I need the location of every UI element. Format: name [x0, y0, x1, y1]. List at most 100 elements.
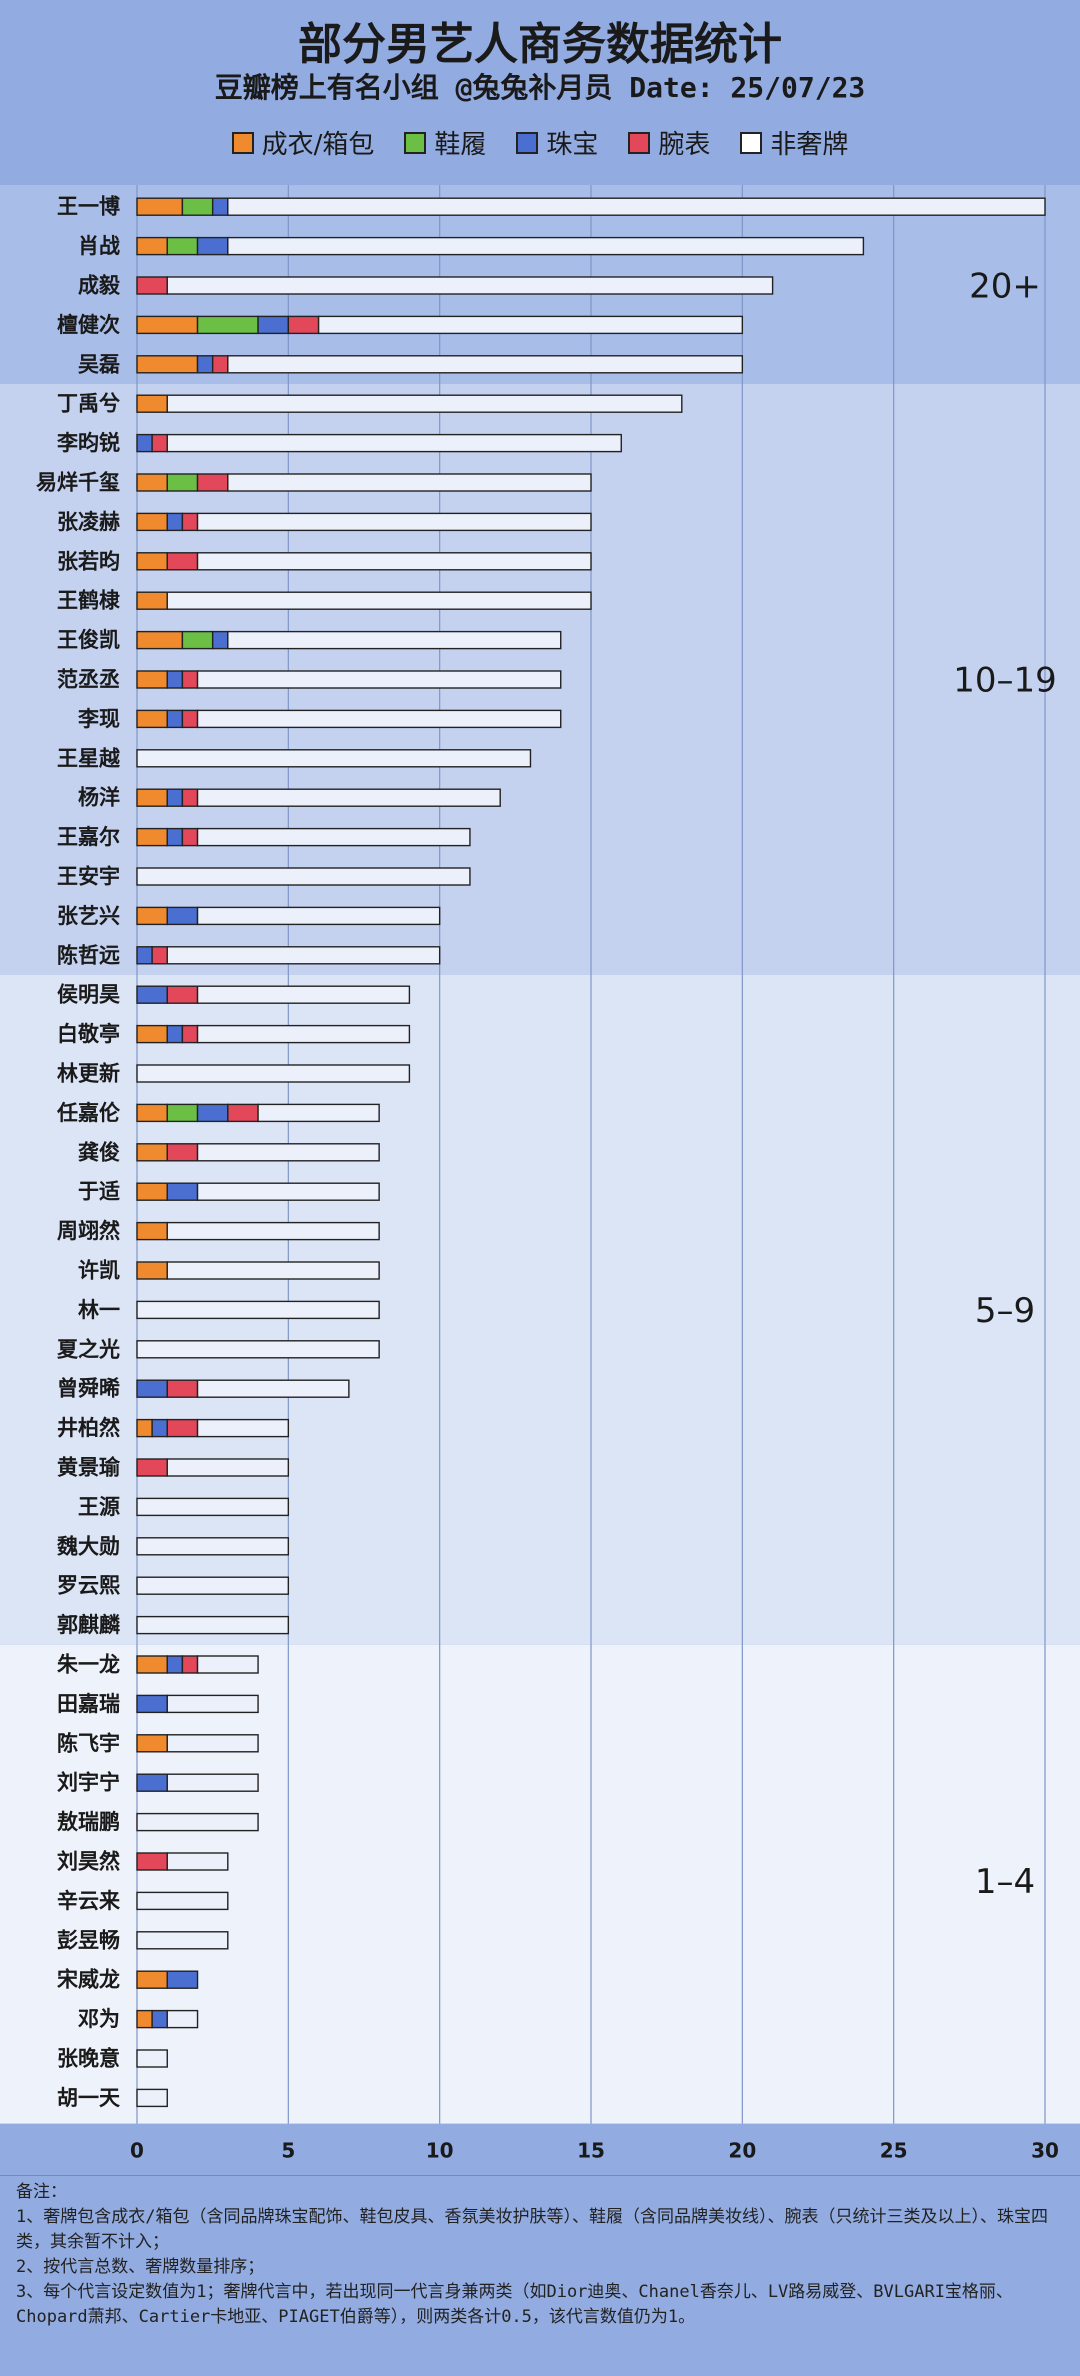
bar-24-watch — [166, 1143, 199, 1162]
group-label-3: 1–4 — [975, 1862, 1035, 1902]
chart-title: 部分男艺人商务数据统计 — [298, 19, 782, 70]
stacked-bar-chart: 王一博肖战成毅檀健次吴磊丁禹兮李昀锐易烊千玺张凌赫张若昀王鹤棣王俊凯范丞丞李现王… — [0, 185, 1080, 2176]
bar-7-shoes — [166, 473, 199, 492]
bar-38-nonluxury — [166, 1694, 259, 1714]
bar-16-clothing — [136, 827, 168, 847]
bar-41-nonluxury — [136, 1812, 259, 1832]
bar-45-jewelry — [166, 1970, 199, 1989]
bar-37-nonluxury — [196, 1655, 259, 1674]
bar-14-nonluxury — [136, 749, 532, 768]
bar-30-jewelry — [136, 1379, 168, 1398]
category-label-29: 夏之光 — [57, 1337, 120, 1361]
x-tick-label-6: 30 — [1031, 2139, 1059, 2163]
category-label-3: 檀健次 — [57, 313, 120, 337]
bar-12-watch — [181, 670, 199, 689]
bar-18-nonluxury — [196, 906, 441, 926]
bar-16-nonluxury — [196, 827, 471, 847]
bar-12-nonluxury — [196, 670, 562, 689]
legend-label-shoes: 鞋履 — [434, 130, 487, 160]
category-label-25: 于适 — [78, 1180, 120, 1204]
notes-line-3: 3、每个代言设定数值为1；奢牌代言中，若出现同一代言身兼两类（如Dior迪奥、C… — [16, 2282, 1013, 2327]
category-label-22: 林更新 — [57, 1062, 120, 1086]
legend-swatch-watch — [628, 131, 651, 154]
bar-25-clothing — [136, 1182, 168, 1201]
bar-31-nonluxury — [196, 1418, 290, 1438]
bar-30-nonluxury — [196, 1379, 350, 1398]
bar-46-nonluxury — [166, 2009, 199, 2029]
category-label-1: 肖战 — [78, 234, 120, 258]
bar-18-clothing — [136, 906, 168, 926]
x-tick-label-2: 10 — [426, 2139, 454, 2163]
bar-24-nonluxury — [196, 1143, 380, 1162]
x-tick-label-0: 0 — [130, 2139, 144, 2163]
bar-2-nonluxury — [166, 276, 774, 295]
bar-25-jewelry — [166, 1182, 199, 1201]
bar-0-nonluxury — [227, 197, 1046, 216]
bar-37-jewelry — [166, 1655, 184, 1674]
notes-heading: 备注： — [16, 2182, 67, 2202]
bar-8-nonluxury — [196, 512, 592, 532]
bar-42-nonluxury — [166, 1852, 229, 1871]
bar-7-watch — [196, 473, 229, 492]
category-label-8: 张凌赫 — [57, 510, 120, 534]
bar-3-clothing — [136, 315, 199, 335]
bar-39-clothing — [136, 1734, 168, 1753]
bar-11-nonluxury — [227, 630, 562, 650]
bar-19-jewelry — [136, 946, 153, 965]
bar-45-clothing — [136, 1970, 168, 1989]
bar-12-jewelry — [166, 670, 184, 689]
bar-8-watch — [181, 512, 199, 532]
bar-44-nonluxury — [136, 1931, 229, 1950]
legend-item-clothing: 成衣/箱包 — [231, 124, 374, 161]
category-label-44: 彭昱畅 — [57, 1928, 120, 1952]
bar-20-watch — [166, 985, 199, 1004]
bar-21-jewelry — [166, 1024, 184, 1044]
bar-3-watch — [287, 315, 320, 335]
bar-25-nonluxury — [196, 1182, 380, 1201]
category-label-10: 王鹤棣 — [57, 589, 120, 613]
group-band-3 — [0, 1644, 1080, 2124]
bar-6-jewelry — [136, 433, 153, 453]
notes-line-1: 1、奢牌包含成衣/箱包（含同品牌珠宝配饰、鞋包皮具、香氛美妆护肤等）、鞋履（含同… — [16, 2207, 1048, 2252]
bar-23-shoes — [166, 1103, 199, 1123]
bar-34-nonluxury — [136, 1537, 290, 1556]
bar-46-clothing — [136, 2009, 153, 2029]
bar-1-jewelry — [196, 236, 229, 256]
category-label-15: 杨洋 — [78, 786, 120, 810]
bar-16-jewelry — [166, 827, 184, 847]
legend-swatch-jewelry — [516, 131, 539, 154]
bar-22-nonluxury — [136, 1064, 411, 1083]
bar-35-nonluxury — [136, 1576, 290, 1595]
category-label-35: 罗云熙 — [57, 1574, 120, 1598]
bar-23-clothing — [136, 1103, 168, 1123]
bar-48-nonluxury — [136, 2088, 168, 2108]
category-label-27: 许凯 — [78, 1259, 120, 1283]
category-label-37: 朱一龙 — [57, 1653, 120, 1677]
bar-4-clothing — [136, 355, 199, 374]
bar-15-clothing — [136, 788, 168, 807]
bar-28-nonluxury — [136, 1300, 380, 1320]
bar-11-jewelry — [211, 630, 229, 650]
bar-13-watch — [181, 709, 199, 729]
bar-4-jewelry — [196, 355, 214, 374]
bar-21-nonluxury — [196, 1024, 411, 1044]
legend-label-watch: 腕表 — [658, 130, 711, 160]
bar-38-jewelry — [136, 1694, 168, 1714]
bar-20-jewelry — [136, 985, 168, 1004]
bar-12-clothing — [136, 670, 168, 689]
category-label-30: 曾舜晞 — [57, 1377, 120, 1401]
category-label-33: 王源 — [78, 1495, 120, 1519]
category-label-17: 王安宇 — [57, 865, 120, 889]
bar-7-clothing — [136, 473, 168, 492]
bar-2-watch — [136, 276, 168, 295]
bar-32-nonluxury — [166, 1458, 290, 1477]
category-label-11: 王俊凯 — [57, 628, 120, 652]
bar-31-clothing — [136, 1418, 153, 1438]
bar-40-jewelry — [136, 1773, 168, 1792]
category-label-43: 辛云来 — [57, 1889, 121, 1913]
bar-1-shoes — [166, 236, 199, 256]
bar-47-nonluxury — [136, 2049, 168, 2068]
category-label-31: 井柏然 — [57, 1416, 120, 1440]
bar-10-nonluxury — [166, 591, 592, 610]
bar-3-jewelry — [257, 315, 290, 335]
